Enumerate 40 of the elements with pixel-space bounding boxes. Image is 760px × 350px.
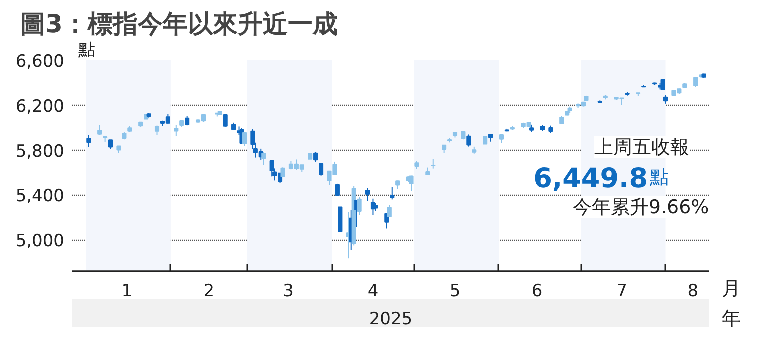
x-axis-title: 月: [722, 277, 741, 302]
candlestick: [98, 124, 102, 136]
y-tick-label: 5,400: [16, 186, 65, 207]
candlestick: [262, 152, 266, 166]
annotation: 今年累升9.66%: [572, 196, 710, 218]
candlestick: [314, 152, 318, 163]
x-tick-label: 3: [283, 282, 294, 302]
y-tick-label: 5,000: [16, 232, 65, 252]
y-tick-label: 6,200: [16, 96, 65, 117]
candlestick: [694, 77, 698, 88]
candlestick: [387, 204, 392, 218]
candlestick: [365, 188, 370, 202]
annotation: 6,449.8: [534, 163, 648, 194]
candlestick: [270, 160, 274, 178]
candlestick: [280, 167, 286, 178]
candlestick: [223, 114, 228, 128]
y-tick-label: 5,800: [16, 142, 65, 162]
text: 2025: [369, 310, 413, 330]
candlestick: [242, 132, 248, 147]
x-tick-label: 6: [532, 282, 543, 302]
annotation: 上周五收報: [594, 136, 690, 158]
candlestick: [390, 186, 395, 200]
candlestick: [174, 124, 179, 137]
candlestick: [86, 134, 92, 148]
candlestick: [466, 134, 472, 148]
x-tick-label: 8: [688, 282, 699, 302]
y-axis-title: 點: [78, 40, 96, 60]
candlestick: [319, 162, 324, 176]
x-tick-label: 5: [450, 282, 461, 302]
x-tick-label: 1: [122, 282, 133, 302]
annotation: 點: [649, 166, 670, 188]
x-tick-label: 4: [368, 282, 379, 302]
x-tick-label: 2: [204, 282, 215, 302]
candlestick: [431, 158, 436, 170]
text: 年: [722, 307, 741, 332]
x-tick-label: 7: [616, 282, 628, 302]
chart-title: 圖3：標指今年以來升近一成: [20, 10, 338, 38]
y-tick-label: 6,600: [16, 52, 65, 72]
candlestick: [335, 183, 340, 197]
candlestick: [108, 140, 114, 150]
